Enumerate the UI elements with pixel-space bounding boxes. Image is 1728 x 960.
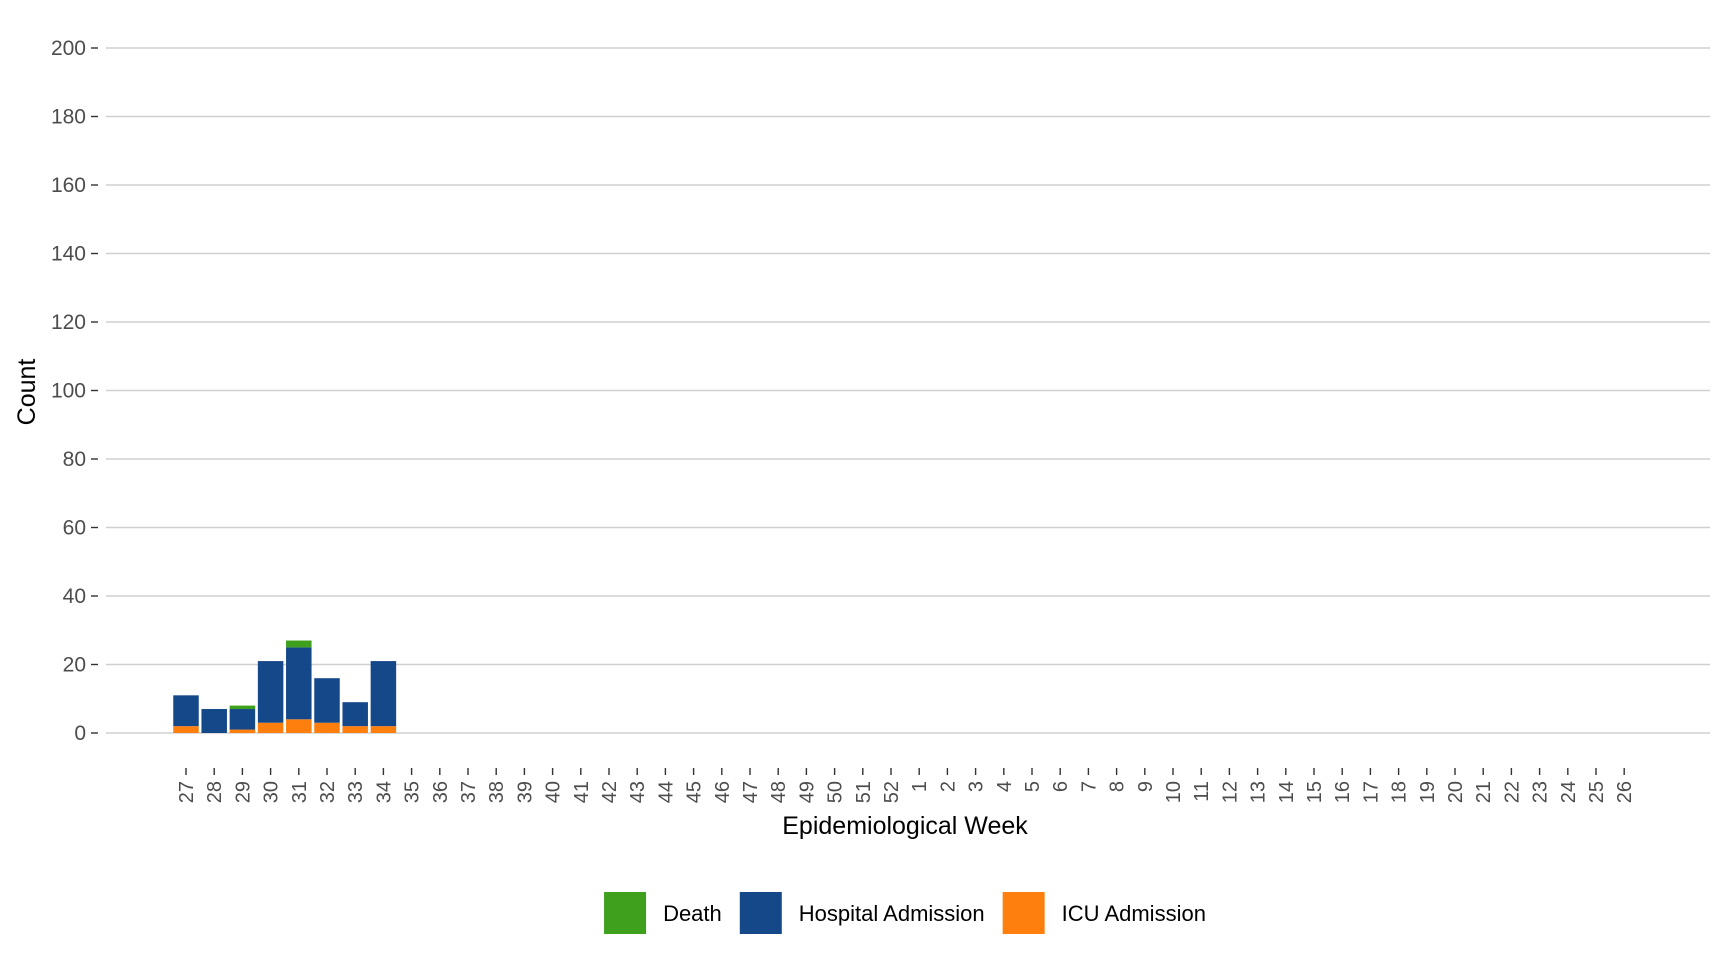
x-axis: 27 28 29 30 31 32 33 34 35 36 37 38 39 40 41 42 43 44 45 46… bbox=[176, 768, 1636, 803]
x-tick-label: 41 bbox=[571, 781, 593, 803]
x-tick-label: 31 bbox=[289, 781, 311, 803]
x-tick-label: 13 bbox=[1248, 781, 1270, 803]
y-tick-label: 120 bbox=[51, 311, 86, 334]
x-tick-label: 50 bbox=[825, 781, 847, 803]
x-tick-label: 25 bbox=[1586, 781, 1608, 803]
x-tick-label: 39 bbox=[514, 781, 536, 803]
x-tick-label: 34 bbox=[373, 781, 395, 803]
x-tick-label: 11 bbox=[1191, 781, 1213, 802]
x-tick-label: 9 bbox=[1135, 781, 1157, 792]
x-tick-label: 47 bbox=[740, 781, 762, 803]
bar-segment-death bbox=[286, 640, 312, 648]
bar-segment-hospital-admission bbox=[229, 709, 256, 730]
y-axis-title: Count bbox=[13, 359, 41, 426]
x-tick-label: 1 bbox=[909, 781, 931, 792]
y-axis: 0 20 40 60 80 100 120 140 160 180 200 bbox=[51, 37, 98, 745]
x-tick-label: 30 bbox=[261, 781, 283, 803]
legend-key-death bbox=[604, 892, 647, 934]
y-tick-label: 160 bbox=[51, 174, 86, 197]
x-tick-label: 15 bbox=[1304, 781, 1326, 803]
x-tick-label: 16 bbox=[1332, 781, 1354, 803]
y-tick-label: 200 bbox=[51, 37, 86, 60]
legend-label: ICU Admission bbox=[1062, 901, 1206, 926]
bar-segment-icu-admission bbox=[229, 729, 256, 733]
x-tick-label: 36 bbox=[430, 781, 452, 803]
legend-key-hospital-admission bbox=[739, 892, 782, 934]
bars bbox=[173, 640, 397, 733]
x-tick-label: 18 bbox=[1389, 781, 1411, 803]
x-tick-label: 37 bbox=[458, 781, 480, 803]
x-tick-label: 44 bbox=[655, 781, 677, 803]
legend-label: Hospital Admission bbox=[799, 901, 985, 926]
x-tick-label: 32 bbox=[317, 781, 339, 803]
x-tick-label: 45 bbox=[684, 781, 706, 803]
x-tick-label: 49 bbox=[796, 781, 818, 803]
x-tick-label: 46 bbox=[712, 781, 734, 803]
x-tick-label: 17 bbox=[1360, 781, 1382, 803]
bar-segment-icu-admission bbox=[286, 719, 312, 733]
x-tick-label: 42 bbox=[599, 781, 621, 803]
bar-segment-hospital-admission bbox=[173, 695, 199, 727]
y-tick-label: 20 bbox=[63, 654, 86, 677]
y-tick-label: 0 bbox=[74, 722, 86, 745]
x-tick-label: 52 bbox=[881, 781, 903, 803]
bar-segment-hospital-admission bbox=[370, 661, 397, 727]
x-tick-label: 19 bbox=[1417, 781, 1439, 803]
x-tick-label: 28 bbox=[204, 781, 226, 803]
x-tick-label: 12 bbox=[1219, 781, 1241, 803]
x-axis-title: Epidemiological Week bbox=[782, 812, 1028, 840]
y-tick-label: 60 bbox=[63, 517, 86, 540]
y-tick-label: 40 bbox=[63, 585, 86, 608]
x-tick-label: 5 bbox=[1022, 781, 1044, 792]
x-tick-label: 26 bbox=[1614, 781, 1636, 803]
x-tick-label: 3 bbox=[966, 781, 988, 792]
x-tick-label: 43 bbox=[627, 781, 649, 803]
y-tick-label: 180 bbox=[51, 106, 86, 129]
bar-segment-hospital-admission bbox=[257, 661, 284, 723]
y-tick-label: 140 bbox=[51, 243, 86, 266]
x-tick-label: 21 bbox=[1473, 781, 1495, 803]
legend-label: Death bbox=[663, 901, 722, 926]
x-tick-label: 38 bbox=[486, 781, 508, 803]
bar-segment-hospital-admission bbox=[314, 678, 340, 723]
bar-segment-icu-admission bbox=[257, 722, 284, 733]
x-tick-label: 22 bbox=[1501, 781, 1523, 803]
x-tick-label: 35 bbox=[402, 781, 424, 803]
x-tick-label: 8 bbox=[1107, 781, 1129, 792]
x-tick-label: 27 bbox=[176, 781, 198, 803]
x-tick-label: 33 bbox=[345, 781, 367, 803]
x-tick-label: 6 bbox=[1050, 781, 1072, 792]
bar-segment-hospital-admission bbox=[342, 702, 368, 727]
y-tick-label: 80 bbox=[63, 448, 86, 471]
x-tick-label: 40 bbox=[543, 781, 565, 803]
x-tick-label: 24 bbox=[1558, 781, 1580, 803]
bar-segment-death bbox=[229, 705, 256, 710]
bar-segment-icu-admission bbox=[370, 726, 397, 733]
x-tick-label: 29 bbox=[232, 781, 254, 803]
y-tick-label: 100 bbox=[51, 380, 86, 403]
legend: Death Hospital Admission ICU Admission bbox=[604, 892, 1206, 934]
x-tick-label: 2 bbox=[937, 781, 959, 792]
x-tick-label: 7 bbox=[1078, 781, 1100, 792]
x-tick-label: 20 bbox=[1445, 781, 1467, 803]
bar-segment-icu-admission bbox=[173, 726, 199, 733]
legend-key-icu-admission bbox=[1002, 892, 1045, 934]
x-tick-label: 14 bbox=[1276, 781, 1298, 803]
x-tick-label: 48 bbox=[768, 781, 790, 803]
bar-segment-icu-admission bbox=[342, 726, 368, 733]
gridlines bbox=[106, 47, 1710, 734]
x-tick-label: 4 bbox=[994, 781, 1016, 792]
bar-segment-hospital-admission bbox=[201, 709, 227, 733]
x-tick-label: 10 bbox=[1163, 781, 1185, 803]
bar-segment-icu-admission bbox=[314, 722, 340, 733]
bar-segment-hospital-admission bbox=[286, 647, 312, 720]
x-tick-label: 51 bbox=[853, 781, 875, 803]
x-tick-label: 23 bbox=[1530, 781, 1552, 803]
